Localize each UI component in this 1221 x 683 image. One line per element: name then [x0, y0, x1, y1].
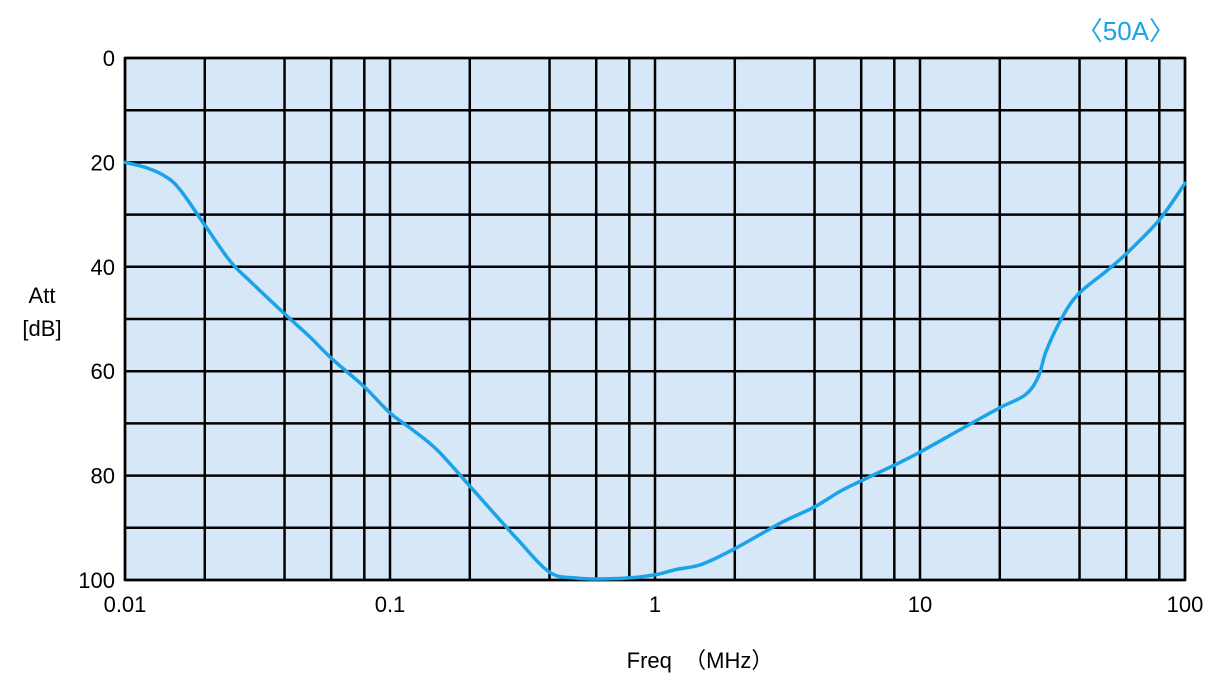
x-tick-label: 0.01 [104, 592, 147, 617]
x-tick-label: 100 [1167, 592, 1204, 617]
tick-labels: 0.01 0.1 1 10 100 0 20 40 60 80 100 [78, 46, 1203, 617]
x-tick-label: 0.1 [375, 592, 406, 617]
x-tick-label: 1 [649, 592, 661, 617]
y-tick-label: 40 [91, 255, 115, 280]
y-tick-label: 0 [103, 46, 115, 71]
y-tick-label: 20 [91, 150, 115, 175]
series-layer [123, 160, 1187, 581]
series-line-0 [123, 160, 1187, 581]
y-tick-label: 80 [91, 464, 115, 489]
y-axis-title-line1: Att [29, 283, 56, 308]
y-tick-label: 60 [91, 359, 115, 384]
x-tick-label: 10 [908, 592, 932, 617]
y-axis-title-line2: [dB] [22, 316, 61, 341]
grid-lines [123, 56, 1187, 582]
y-tick-label: 100 [78, 568, 115, 593]
x-axis-title: Freq （MHz） [627, 648, 774, 673]
badge-label: 〈50A〉 [1077, 16, 1175, 46]
